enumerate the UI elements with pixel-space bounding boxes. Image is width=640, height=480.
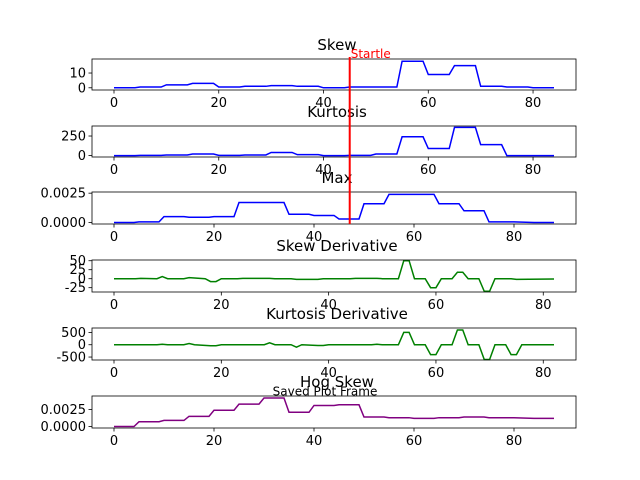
skew-derivative-x-tick-label: 80 [535, 298, 552, 313]
max-y-tick-label: 0.0000 [41, 216, 87, 231]
kurtosis-x-tick-label: 80 [525, 163, 542, 178]
kurtosis-x-tick-label: 60 [420, 163, 437, 178]
skew-x-tick-label: 60 [420, 96, 437, 111]
skew-series-line [114, 60, 554, 89]
kurtosis-derivative-x-tick-label: 40 [320, 366, 337, 381]
kurtosis-derivative-x-tick-label: 60 [428, 366, 445, 381]
skew-derivative-y-tick-label: -25 [65, 281, 86, 296]
skew-derivative-title: Skew Derivative [276, 237, 397, 255]
kurtosis-y-tick-label: 250 [61, 130, 86, 145]
hog-skew-series-line [114, 397, 554, 428]
skew-derivative-x-tick-label: 60 [428, 298, 445, 313]
skew-x-tick-label: 80 [525, 96, 542, 111]
hog-skew-x-tick-label: 60 [406, 434, 423, 449]
max-x-tick-label: 0 [110, 230, 118, 245]
skew-x-tick-label: 20 [210, 96, 227, 111]
hog-skew-x-tick-label: 20 [206, 434, 223, 449]
kurtosis-derivative-y-tick-label: 500 [61, 326, 86, 341]
hog-skew-x-tick-label: 0 [110, 434, 118, 449]
max-title: Max [321, 169, 352, 187]
skew-derivative-x-tick-label: 40 [320, 298, 337, 313]
hog-skew-title: Hog Skew [300, 373, 374, 391]
skew-y-tick-label: 0 [78, 81, 86, 96]
skew-x-tick-label: 40 [315, 96, 332, 111]
skew-derivative-y-tick-label: 0 [78, 272, 86, 287]
hog-skew-x-tick-label: 40 [306, 434, 323, 449]
skew-derivative-x-tick-label: 20 [213, 298, 230, 313]
max-y-tick-label: 0.0025 [41, 187, 87, 202]
kurtosis-x-tick-label: 20 [210, 163, 227, 178]
skew-derivative-y-tick-label: 25 [69, 263, 86, 278]
skew-derivative-axes-frame [91, 259, 577, 293]
kurtosis-derivative-x-tick-label: 80 [535, 366, 552, 381]
kurtosis-x-tick-label: 40 [315, 163, 332, 178]
skew-axes-frame [91, 58, 577, 91]
hog-skew-x-tick-label: 80 [506, 434, 523, 449]
skew-title: Skew [317, 36, 356, 54]
max-series-line [114, 193, 554, 224]
hog-skew-axes-frame [91, 395, 577, 429]
startle-marker: Startle [348, 47, 391, 224]
kurtosis-derivative-title: Kurtosis Derivative [266, 305, 408, 323]
kurtosis-derivative-series-line [114, 329, 554, 361]
kurtosis-y-tick-label: 0 [78, 149, 86, 164]
hog-skew-y-tick-label: 0.0000 [41, 420, 87, 435]
kurtosis-derivative-y-tick-label: -500 [56, 351, 86, 366]
max-x-tick-label: 60 [406, 230, 423, 245]
max-x-tick-label: 80 [506, 230, 523, 245]
skew-x-tick-label: 0 [110, 96, 118, 111]
kurtosis-derivative-y-tick-label: 0 [78, 338, 86, 353]
max-axes-frame [91, 191, 577, 225]
kurtosis-panel: 0 20 40 60 80 0 250 Kurtosis [61, 103, 577, 178]
kurtosis-axes-frame [91, 125, 577, 158]
hog-skew-y-tick-label: 0.0025 [41, 403, 87, 418]
kurtosis-series-line [114, 126, 554, 157]
skew-derivative-y-tick-label: 50 [69, 254, 86, 269]
startle-label: Startle [351, 47, 391, 61]
max-x-tick-label: 40 [306, 230, 323, 245]
max-x-tick-label: 20 [206, 230, 223, 245]
kurtosis-derivative-axes-frame [91, 327, 577, 361]
skew-derivative-x-tick-label: 0 [110, 298, 118, 313]
hog-skew-caption: Saved Plot Frame [273, 385, 378, 399]
kurtosis-derivative-x-tick-label: 0 [110, 366, 118, 381]
skew-derivative-series-line [114, 259, 555, 293]
kurtosis-title: Kurtosis [307, 103, 367, 121]
max-panel: 0 20 40 60 80 0.0000 0.0025 Max [41, 169, 577, 245]
skew-y-tick-label: 10 [69, 67, 86, 82]
kurtosis-derivative-x-tick-label: 20 [213, 366, 230, 381]
kurtosis-x-tick-label: 0 [110, 163, 118, 178]
